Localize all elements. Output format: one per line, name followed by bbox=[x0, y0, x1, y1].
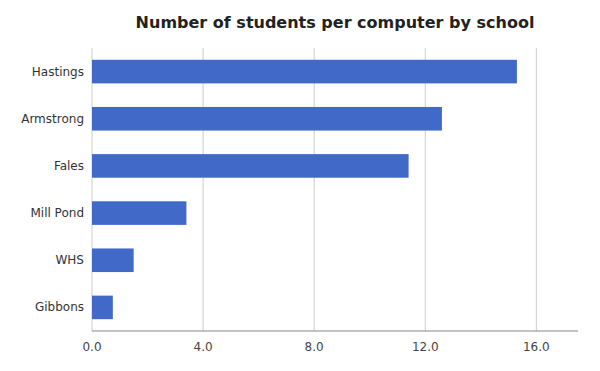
x-tick-label: 0.0 bbox=[82, 340, 101, 354]
y-tick-label: Hastings bbox=[32, 65, 84, 79]
bar bbox=[92, 107, 442, 131]
grid-line bbox=[425, 48, 426, 331]
y-tick-label: Armstrong bbox=[21, 112, 84, 126]
grid bbox=[92, 48, 536, 331]
bar bbox=[92, 154, 409, 178]
grid-line bbox=[92, 48, 93, 331]
y-tick-label: Fales bbox=[54, 159, 84, 173]
y-tick-label: Gibbons bbox=[35, 300, 84, 314]
bar bbox=[92, 296, 113, 320]
x-tick-label: 4.0 bbox=[194, 340, 213, 354]
bar bbox=[92, 248, 134, 272]
y-tick-label: WHS bbox=[55, 253, 84, 267]
bar bbox=[92, 60, 517, 84]
grid-line bbox=[314, 48, 315, 331]
grid-line bbox=[536, 48, 537, 331]
x-tick-label: 8.0 bbox=[305, 340, 324, 354]
x-tick-label: 16.0 bbox=[523, 340, 550, 354]
x-axis-line bbox=[92, 331, 578, 332]
grid-line bbox=[203, 48, 204, 331]
y-tick-label: Mill Pond bbox=[30, 206, 84, 220]
chart: Number of students per computer by schoo… bbox=[0, 0, 600, 371]
chart-container: Number of students per computer by schoo… bbox=[0, 0, 600, 371]
x-tick-label: 12.0 bbox=[412, 340, 439, 354]
title: Number of students per computer by schoo… bbox=[136, 13, 535, 32]
bar bbox=[92, 201, 186, 225]
bars bbox=[92, 60, 517, 319]
